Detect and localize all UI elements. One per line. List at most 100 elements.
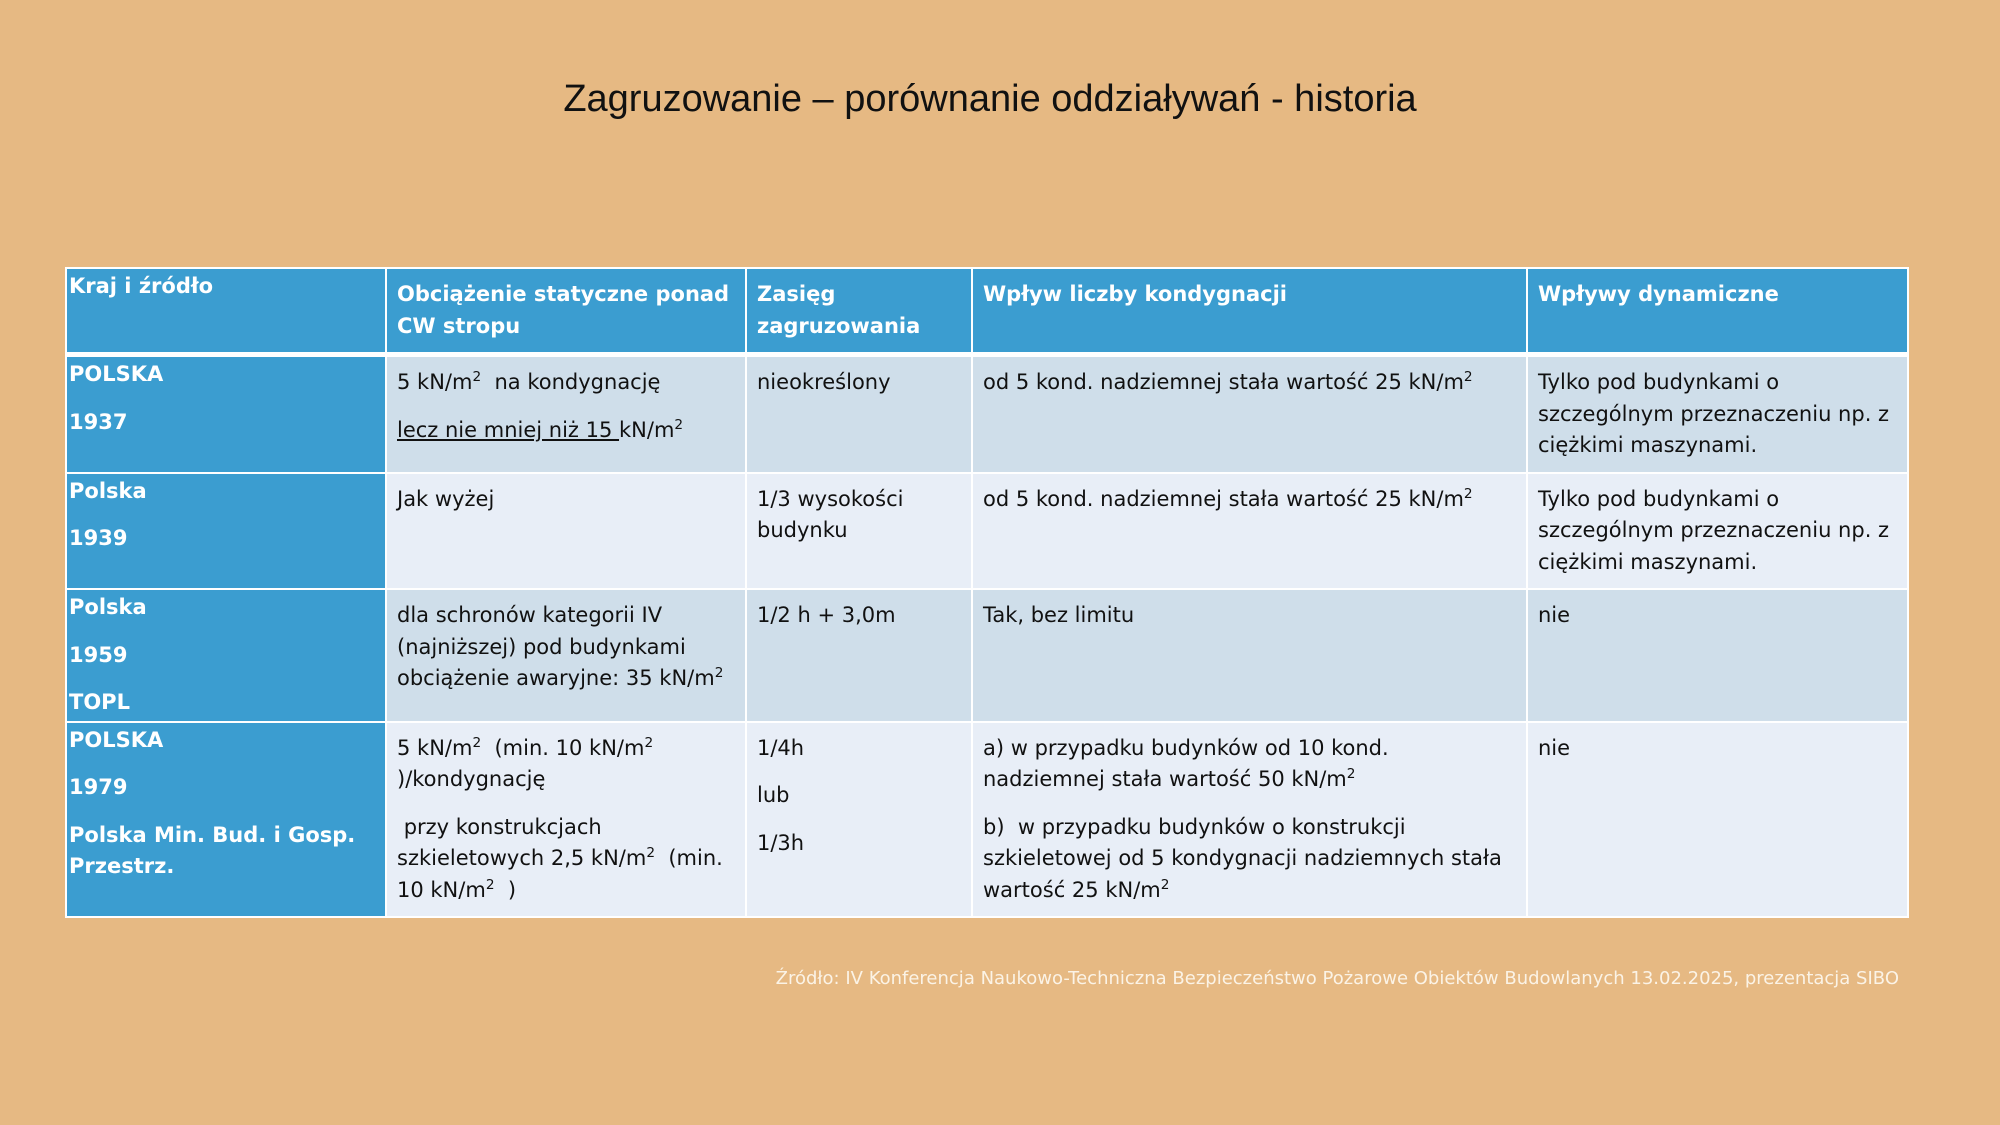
text-run: ) xyxy=(494,877,517,902)
comparison-table: Kraj i źródło Obciążenie statyczne ponad … xyxy=(65,267,1909,918)
header-cell: Wpływ liczby kondygnacji xyxy=(971,267,1528,357)
source-note: Źródło: IV Konferencja Naukowo-Techniczn… xyxy=(775,968,1899,989)
table-cell: dla schronów kategorii IV (najniższej) p… xyxy=(385,588,747,723)
superscript: 2 xyxy=(674,416,684,433)
text-run: od 5 kond. nadziemnej stała wartość 25 k… xyxy=(983,486,1464,511)
superscript: 2 xyxy=(1463,485,1473,502)
header-cell: Obciążenie statyczne ponad CW stropu xyxy=(385,267,747,357)
text-run: Polska Min. Bud. i Gosp. Przestrz. xyxy=(69,822,363,879)
text-run: nie xyxy=(1538,603,1571,627)
text-run: b) w przypadku budynków o konstrukcji sz… xyxy=(983,814,1509,902)
table-cell: a) w przypadku budynków od 10 kond. nadz… xyxy=(971,720,1528,918)
cell-paragraph: 1959 xyxy=(69,640,383,672)
table-row: Polska 1959 TOPL dla schronów kategorii IV … xyxy=(65,588,1909,723)
cell-paragraph: Tak, bez limitu xyxy=(983,600,1516,632)
cell-paragraph: b) w przypadku budynków o konstrukcji sz… xyxy=(983,812,1516,907)
text-run: Tylko pod budynkami o szczególnym przezn… xyxy=(1538,486,1896,574)
superscript: 2 xyxy=(644,734,654,751)
text-run: (min. 10 kN/m xyxy=(397,846,730,902)
table-cell: nieokreślony xyxy=(745,353,973,474)
table-cell: 5 kN/m2 (min. 10 kN/m2 )/kondygnację prz… xyxy=(385,720,747,918)
table-row: Polska 1939 Jak wyżej 1/3 wysokości budynku… xyxy=(65,471,1909,590)
cell-paragraph: a) w przypadku budynków od 10 kond. nadz… xyxy=(983,733,1516,796)
text-run: )/kondygnację xyxy=(397,735,660,791)
cell-paragraph: 5 kN/m2 (min. 10 kN/m2 )/kondygnację xyxy=(397,733,735,796)
cell-paragraph: Jak wyżej xyxy=(397,484,735,516)
text-run: TOPL xyxy=(69,690,130,714)
cell-paragraph: Polska Min. Bud. i Gosp. Przestrz. xyxy=(69,820,383,883)
header-cell: Kraj i źródło xyxy=(65,267,387,357)
text-run: Tylko pod budynkami o szczególnym przezn… xyxy=(1538,370,1896,457)
cell-paragraph: 1979 xyxy=(69,772,383,804)
table-cell: POLSKA 1937 xyxy=(65,353,387,474)
text-run: 5 kN/m xyxy=(397,370,473,394)
text-run: dla schronów kategorii IV (najniższej) p… xyxy=(397,603,715,690)
cell-paragraph: przy konstrukcjach szkieletowych 2,5 kN/… xyxy=(397,812,735,907)
text-run: Tak, bez limitu xyxy=(983,603,1135,627)
text-run: 1/2 h + 3,0m xyxy=(757,603,896,627)
cell-paragraph: 1/2 h + 3,0m xyxy=(757,600,961,632)
table-row: POLSKA 1937 5 kN/m2 na kondygnację lecz nie… xyxy=(65,353,1909,474)
superscript: 2 xyxy=(485,876,495,893)
cell-paragraph: 5 kN/m2 na kondygnację xyxy=(397,367,735,399)
cell-paragraph: 1/4h xyxy=(757,733,961,765)
text-run: Polska xyxy=(69,595,147,619)
cell-paragraph: dla schronów kategorii IV (najniższej) p… xyxy=(397,600,735,695)
cell-paragraph: POLSKA xyxy=(69,725,383,757)
header-cell: Zasięg zagruzowania xyxy=(745,267,973,357)
superscript: 2 xyxy=(472,369,482,385)
cell-paragraph: POLSKA xyxy=(69,359,383,391)
table-cell: 5 kN/m2 na kondygnację lecz nie mniej niż… xyxy=(385,353,747,474)
superscript: 2 xyxy=(714,665,724,681)
superscript: 2 xyxy=(1160,876,1170,893)
text-run: a) w przypadku budynków od 10 kond. nadz… xyxy=(983,735,1396,792)
text-run: (min. 10 kN/m xyxy=(481,735,645,760)
superscript: 2 xyxy=(1463,369,1473,385)
cell-paragraph: Polska xyxy=(69,476,383,508)
cell-paragraph: Tylko pod budynkami o szczególnym przezn… xyxy=(1538,367,1897,462)
cell-paragraph: 1/3h xyxy=(757,828,961,860)
cell-paragraph: od 5 kond. nadziemnej stała wartość 25 k… xyxy=(983,484,1516,516)
superscript: 2 xyxy=(646,845,656,861)
table-body: POLSKA 1937 5 kN/m2 na kondygnację lecz nie… xyxy=(65,353,1909,918)
table-cell: nie xyxy=(1526,588,1909,723)
cell-paragraph: lecz nie mniej niż 15 kN/m2 xyxy=(397,415,735,447)
cell-paragraph: 1939 xyxy=(69,523,383,555)
cell-paragraph: od 5 kond. nadziemnej stała wartość 25 k… xyxy=(983,367,1516,399)
text-run: przy konstrukcjach szkieletowych 2,5 kN/… xyxy=(397,814,647,871)
table-cell: Tak, bez limitu xyxy=(971,588,1528,723)
table-cell: od 5 kond. nadziemnej stała wartość 25 k… xyxy=(971,353,1528,474)
text-run: nie xyxy=(1538,735,1571,760)
table-cell: Polska 1959 TOPL xyxy=(65,588,387,723)
table-cell: od 5 kond. nadziemnej stała wartość 25 k… xyxy=(971,471,1528,590)
table-cell: Tylko pod budynkami o szczególnym przezn… xyxy=(1526,471,1909,590)
cell-paragraph: Tylko pod budynkami o szczególnym przezn… xyxy=(1538,484,1897,579)
cell-paragraph: nieokreślony xyxy=(757,367,961,399)
text-run: lub xyxy=(757,783,790,807)
cell-paragraph: 1937 xyxy=(69,407,383,439)
cell-paragraph: nie xyxy=(1538,733,1897,765)
text-run: 1/3h xyxy=(757,830,805,855)
text-run: nieokreślony xyxy=(757,370,891,394)
table-row: POLSKA 1979 Polska Min. Bud. i Gosp. Przes… xyxy=(65,720,1909,918)
cell-paragraph: lub xyxy=(757,780,961,812)
text-run: 1937 xyxy=(69,409,128,434)
text-run: 1939 xyxy=(69,526,128,550)
superscript: 2 xyxy=(1346,766,1356,782)
text-run: 5 kN/m xyxy=(397,735,473,760)
superscript: 2 xyxy=(472,734,482,751)
table-cell: Tylko pod budynkami o szczególnym przezn… xyxy=(1526,353,1909,474)
text-run: 1/3 wysokości budynku xyxy=(757,486,911,543)
cell-paragraph: 1/3 wysokości budynku xyxy=(757,484,961,547)
cell-paragraph: TOPL xyxy=(69,687,383,719)
table-cell: Polska 1939 xyxy=(65,471,387,590)
table-cell: POLSKA 1979 Polska Min. Bud. i Gosp. Przes… xyxy=(65,720,387,918)
table-cell: 1/3 wysokości budynku xyxy=(745,471,973,590)
table-cell: nie xyxy=(1526,720,1909,918)
table-cell: 1/4h lub 1/3h xyxy=(745,720,973,918)
header-row: Kraj i źródło Obciążenie statyczne ponad … xyxy=(65,267,1909,357)
table-cell: Jak wyżej xyxy=(385,471,747,590)
text-run: Polska xyxy=(69,478,147,503)
slide-title: Zagruzowanie – porównanie oddziaływań - … xyxy=(563,78,1417,120)
